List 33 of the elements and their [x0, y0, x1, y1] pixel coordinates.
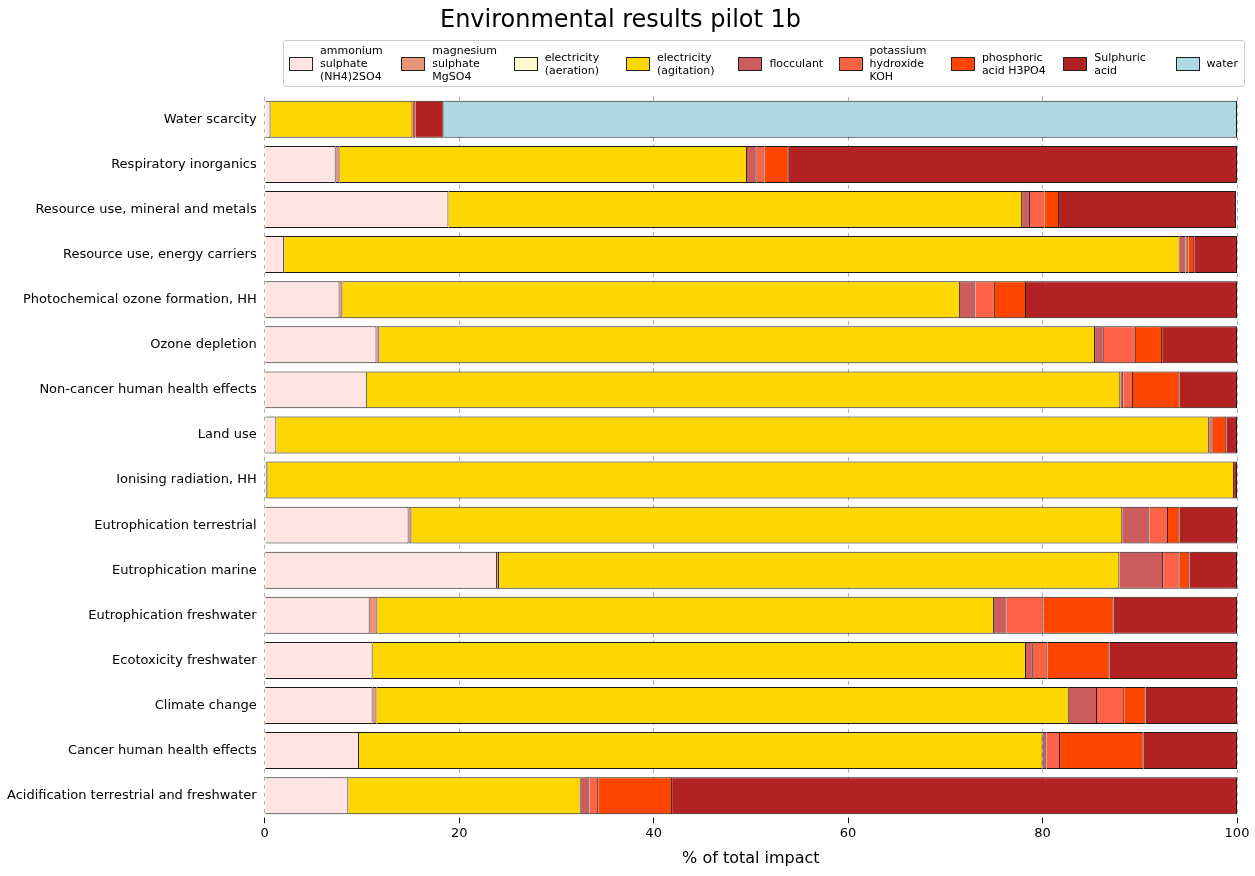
legend-label: magnesium sulphate MgSO4	[432, 44, 498, 83]
y-tick-label: Cancer human health effects	[68, 741, 257, 757]
y-tick-label: Climate change	[154, 696, 257, 712]
x-tick-label: 20	[450, 825, 468, 841]
x-tick-label: 40	[645, 825, 662, 841]
x-tick-label: 0	[260, 825, 269, 841]
x-tick-label: 100	[1224, 825, 1250, 841]
y-tick-label: Land use	[197, 426, 257, 442]
legend-label: ammonium sulphate (NH4)2SO4	[320, 44, 384, 83]
legend-label: water	[1206, 57, 1238, 70]
y-tick-label: Eutrophication marine	[112, 561, 257, 577]
legend-label: Sulphuric acid	[1094, 50, 1147, 77]
legend-label: potassium hydroxide KOH	[869, 44, 928, 83]
y-tick-label: Ozone depletion	[150, 336, 257, 352]
y-tick-label: Water scarcity	[163, 110, 257, 126]
y-tick-label: Photochemical ozone formation, HH	[23, 291, 257, 307]
y-tick-label: Acidification terrestrial and freshwater	[6, 787, 258, 803]
legend-label: electricity (aeration)	[544, 50, 601, 77]
legend-label: phosphoric acid H3PO4	[981, 50, 1047, 77]
legend-label: flocculant	[769, 57, 824, 70]
y-tick-label: Eutrophication terrestrial	[94, 516, 257, 532]
y-tick-label: Resource use, energy carriers	[62, 245, 257, 261]
y-tick-label: Eutrophication freshwater	[88, 606, 258, 622]
x-tick-label: 60	[839, 825, 857, 841]
legend-label: electricity (agitation)	[657, 50, 716, 77]
chart-title: Environmental results pilot 1b	[439, 4, 802, 33]
y-tick-label: Ecotoxicity freshwater	[112, 651, 258, 667]
y-tick-label: Ionising radiation, HH	[116, 471, 257, 487]
y-tick-label: Non-cancer human health effects	[39, 381, 257, 397]
y-tick-label: Respiratory inorganics	[111, 155, 257, 171]
x-axis-title: % of total impact	[682, 847, 820, 867]
x-tick-label: 80	[1034, 825, 1051, 841]
y-tick-label: Resource use, mineral and metals	[35, 200, 257, 216]
